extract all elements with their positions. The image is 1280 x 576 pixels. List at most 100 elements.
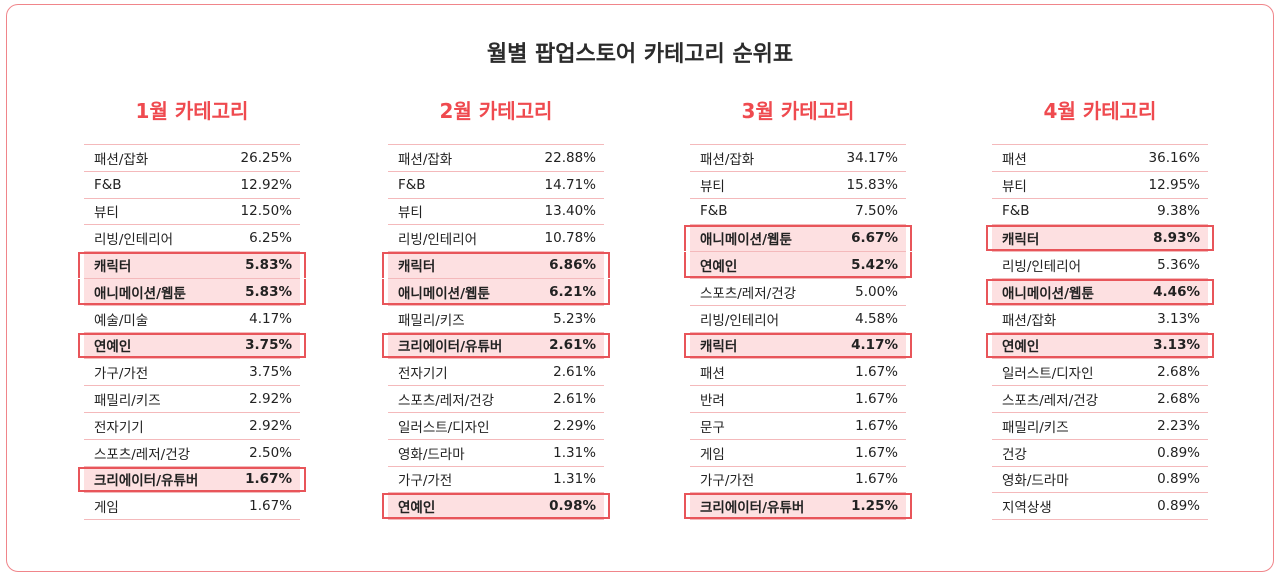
category-name: 애니메이션/웹툰 [398,285,490,302]
category-name: 게임 [700,446,725,463]
category-name: 패션/잡화 [94,151,149,168]
table-row: 가구/가전 3.75% [84,359,300,387]
category-name: 뷰티 [1002,178,1027,195]
highlighted-row: 크리에이터/유튜버 2.61% [382,332,610,360]
category-name: 전자기기 [398,366,448,383]
table-row: 영화/드라마 0.89% [992,467,1208,494]
category-name: 연예인 [700,259,738,276]
highlighted-row: 캐릭터 8.93% [986,225,1214,253]
category-share: 10.78% [544,230,596,247]
category-share: 1.67% [855,444,898,461]
table-row: 영화/드라마 1.31% [388,440,604,467]
category-name: 패션 [700,366,725,383]
table-row: 전자기기 2.61% [388,359,604,387]
category-share: 5.23% [553,310,596,327]
category-share: 1.67% [249,498,292,515]
category-share: 22.88% [544,149,596,166]
month-title: 3월 카테고리 [741,99,855,123]
table-row: 리빙/인테리어 6.25% [84,225,300,253]
highlighted-row: 애니메이션/웹툰 5.83% [78,278,306,306]
table-row: 일러스트/디자인 2.29% [388,413,604,440]
category-share: 5.00% [855,283,898,300]
highlighted-row: 애니메이션/웹툰 6.21% [382,278,610,306]
category-name: 지역상생 [1002,500,1052,517]
category-share: 26.25% [240,149,292,166]
month-column-1: 1월 카테고리 패션/잡화 26.25% F&B 12.92% 뷰티 12.50% 리빙/인테… [78,96,306,521]
table-row: 뷰티 12.95% [992,172,1208,199]
category-name: 리빙/인테리어 [398,232,478,249]
table-row: 패션/잡화 34.17% [690,145,906,172]
category-name: 패밀리/키즈 [1002,419,1069,436]
month-column-3: 3월 카테고리 패션/잡화 34.17% 뷰티 15.83% F&B 7.50% 애니메이션/… [684,96,912,521]
category-name: 애니메이션/웹툰 [94,285,186,302]
category-share: 2.92% [249,417,292,434]
table-row: 스포츠/레저/건강 5.00% [690,279,906,306]
category-share: 2.50% [249,444,292,461]
category-name: 스포츠/레저/건강 [94,446,191,463]
table-row: F&B 12.92% [84,172,300,199]
category-share: 12.92% [240,176,292,193]
category-share: 3.75% [249,364,292,381]
category-share: 4.17% [851,337,898,354]
category-share: 2.68% [1157,391,1200,408]
category-share: 1.31% [553,444,596,461]
category-share: 5.42% [851,257,898,274]
category-share: 4.58% [855,310,898,327]
category-share: 2.92% [249,391,292,408]
category-share: 1.67% [855,364,898,381]
category-share: 5.83% [245,257,292,274]
category-name: 연예인 [1002,339,1040,356]
month-column-2: 2월 카테고리 패션/잡화 22.88% F&B 14.71% 뷰티 13.40% 리빙/인테… [382,96,610,521]
category-name: 영화/드라마 [398,446,465,463]
category-name: 애니메이션/웹툰 [700,232,792,249]
category-share: 7.50% [855,203,898,220]
category-name: 뷰티 [700,178,725,195]
table-row: 전자기기 2.92% [84,413,300,440]
category-name: 리빙/인테리어 [1002,259,1082,276]
category-share: 1.67% [855,417,898,434]
category-name: 패밀리/키즈 [398,312,465,329]
table-row: 뷰티 12.50% [84,199,300,226]
category-share: 12.95% [1148,176,1200,193]
table-row: 패밀리/키즈 2.23% [992,413,1208,440]
category-name: 크리에이터/유튜버 [94,473,199,490]
table-row: 패션/잡화 3.13% [992,306,1208,333]
category-name: 리빙/인테리어 [700,312,780,329]
highlighted-row: 연예인 0.98% [382,493,610,521]
category-name: 건강 [1002,446,1027,463]
category-share: 6.21% [549,283,596,300]
category-share: 36.16% [1148,149,1200,166]
category-share: 3.13% [1153,337,1200,354]
category-name: 전자기기 [94,419,144,436]
month-title: 4월 카테고리 [1043,99,1157,123]
table-row: 리빙/인테리어 10.78% [388,225,604,253]
category-share: 2.29% [553,417,596,434]
highlighted-row: 연예인 5.42% [684,252,912,279]
category-share: 3.13% [1157,310,1200,327]
table-row: 패션/잡화 22.88% [388,145,604,172]
table-row: 문구 1.67% [690,413,906,440]
category-share: 1.67% [855,471,898,488]
table-row: 반려 1.67% [690,386,906,413]
category-name: 연예인 [94,339,132,356]
category-name: F&B [398,176,426,193]
table-row: 패밀리/키즈 2.92% [84,386,300,413]
category-share: 4.17% [249,310,292,327]
table-row: 뷰티 13.40% [388,199,604,226]
category-table: 패션 36.16% 뷰티 12.95% F&B 9.38% 캐릭터 8.93% 리빙/인테리어 5… [986,144,1214,521]
category-name: 패션 [1002,151,1027,168]
category-share: 3.75% [245,337,292,354]
category-share: 15.83% [846,176,898,193]
table-row: 스포츠/레저/건강 2.50% [84,440,300,467]
category-name: 가구/가전 [94,366,149,383]
category-name: 연예인 [398,500,436,517]
category-name: 캐릭터 [1002,232,1040,249]
table-row: 예술/미술 4.17% [84,306,300,333]
category-share: 9.38% [1157,203,1200,220]
table-row: 뷰티 15.83% [690,172,906,199]
table-row: 게임 1.67% [690,440,906,467]
category-name: 패션/잡화 [398,151,453,168]
category-name: 패션/잡화 [1002,312,1057,329]
highlighted-row: 연예인 3.13% [986,332,1214,360]
category-name: 스포츠/레저/건강 [700,285,797,302]
